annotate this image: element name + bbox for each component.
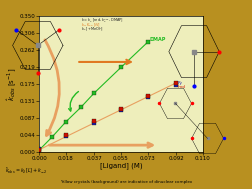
Text: Py: Py: [178, 81, 182, 85]
Text: $k_2, K_{eq}$ [iV]: $k_2, K_{eq}$ [iV]: [81, 22, 101, 28]
Text: $k = k_2$ [red, $k_2^{obs}$, DMAP]: $k = k_2$ [red, $k_2^{obs}$, DMAP]: [81, 16, 123, 25]
Text: $\hat{k}_{obs} = k_2[L] + k_{-2}$: $\hat{k}_{obs} = k_2[L] + k_{-2}$: [5, 165, 47, 176]
X-axis label: [Ligand] (M): [Ligand] (M): [100, 163, 142, 170]
Text: Imd: Imd: [178, 85, 185, 89]
Text: DMAP: DMAP: [149, 37, 166, 42]
Text: Yellow crystals (background) are indicative of dinuclear complex: Yellow crystals (background) are indicat…: [60, 180, 192, 184]
Text: $k_2$ [+MeOH]: $k_2$ [+MeOH]: [81, 26, 104, 33]
Y-axis label: $\hat{k}_{obs}$ [s$^{-1}$]: $\hat{k}_{obs}$ [s$^{-1}$]: [5, 67, 18, 101]
